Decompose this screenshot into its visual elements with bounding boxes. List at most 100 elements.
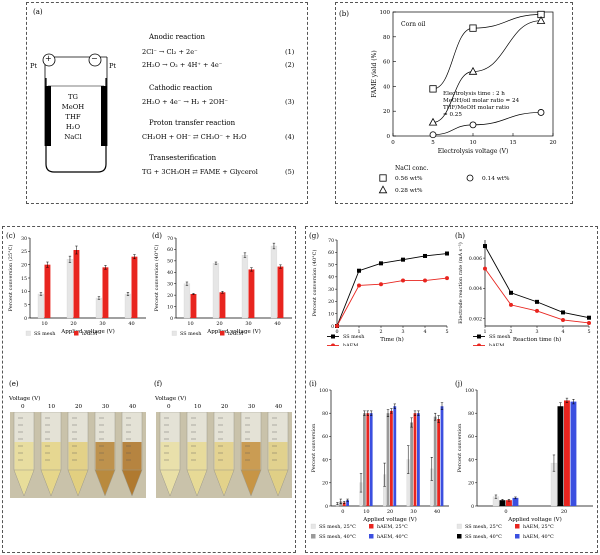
y-tick-label: 40: [328, 275, 334, 281]
photo-voltage-value: 40: [275, 404, 283, 410]
y-tick-label: 0: [325, 504, 328, 510]
data-point: [428, 117, 438, 126]
y-tick-label: 80: [383, 35, 390, 41]
y-tick-label: 20: [468, 481, 474, 487]
chart-d-conversion-40c: (d) 0 10 20 30 40 50 60 70 10 20 30 40 Applied voltag…: [152, 232, 292, 337]
data-point: [509, 290, 513, 295]
data-point: [335, 324, 339, 328]
chart-b-fame-yield: (b) 0 5 10 15 20 0 20 40 60 80 100 Electrolysis volt…: [339, 10, 557, 194]
data-point: [445, 276, 449, 281]
photo-voltage-value: 0: [167, 404, 171, 410]
photo-voltage-value: 10: [48, 404, 56, 410]
bar: [499, 500, 506, 506]
legend-swatch: [171, 330, 177, 336]
x-tick-label: 30: [99, 321, 105, 327]
tube-liquid: [187, 442, 207, 470]
electrolysis-cell-diagram: [42, 53, 108, 173]
tube-liquid: [68, 442, 88, 470]
data-point: [483, 244, 487, 249]
bar: [248, 269, 255, 318]
legend-label: SS mesh: [343, 334, 365, 340]
legend-swatch: [369, 524, 374, 529]
data-point: [429, 131, 437, 139]
frame-panel-a: [26, 2, 308, 204]
y-tick-label: 50: [167, 259, 173, 265]
solution-h2o: H₂O: [65, 123, 81, 131]
bar: [190, 294, 197, 318]
equation-5: TG + 3CH₃OH ⇄ FAME + Glycerol: [142, 168, 258, 176]
frame-panels-c-f: [2, 226, 296, 553]
solution-meoh: MeOH: [61, 103, 85, 111]
data-point: [537, 109, 545, 116]
legend-label: hAEM, 25°C: [523, 524, 554, 530]
legend-label: 0.28 wt%: [395, 188, 423, 194]
bar: [363, 413, 366, 506]
condition-line: THF/MeOH molar ratio: [443, 105, 510, 111]
tube-liquid: [14, 442, 34, 470]
x-tick-label: 40: [434, 509, 440, 515]
bar: [386, 413, 390, 506]
tube-tip: [267, 469, 289, 497]
x-tick-label: 40: [128, 321, 134, 327]
y-tick-label: 60: [383, 60, 390, 66]
y-tick-label: 30: [21, 236, 27, 242]
bar: [37, 293, 45, 319]
bar: [183, 283, 191, 319]
y-tick-label: 40: [468, 457, 474, 463]
legend-label: hAEM: [489, 343, 504, 346]
x-tick-label: 3: [535, 329, 538, 335]
y-tick-label: 40: [322, 457, 328, 463]
legend-swatch: [74, 331, 79, 336]
x-tick-label: 20: [550, 140, 557, 146]
x-axis-label: Applied voltage (V): [60, 328, 115, 335]
cathode-sign: −: [91, 54, 98, 63]
data-point: [535, 299, 539, 304]
legend-label: SS mesh, 40°C: [319, 534, 356, 540]
tube-liquid: [214, 442, 234, 470]
x-tick-label: 20: [561, 509, 567, 515]
legend-label: SS mesh: [34, 331, 56, 337]
photo-voltage-value: 20: [75, 404, 83, 410]
tube-tip: [213, 469, 235, 497]
bar: [44, 264, 51, 318]
x-tick-label: 4: [423, 329, 426, 335]
data-point: [561, 317, 565, 322]
photo-e-sample-tubes: [10, 412, 146, 498]
data-point: [535, 308, 539, 313]
bar: [95, 297, 103, 319]
bar: [413, 413, 417, 506]
bar: [366, 413, 370, 506]
legend-marker: [477, 343, 481, 346]
data-point: [469, 24, 477, 32]
frame-panels-g-j: [305, 226, 598, 553]
y-tick-label: 60: [167, 247, 173, 253]
legend-label: hAEM, 40°C: [377, 534, 408, 540]
y-tick-label: 20: [21, 262, 27, 268]
equation-2-number: (2): [285, 61, 295, 69]
tube-liquid: [122, 442, 142, 470]
legend-marker: [477, 334, 481, 339]
tube-tip: [240, 469, 262, 497]
x-tick-label: 30: [410, 509, 416, 515]
x-tick-label: 5: [431, 140, 435, 146]
series-line: [484, 245, 590, 319]
tube-tip: [159, 469, 181, 497]
y-tick-label: 0.004: [469, 286, 482, 292]
y-tick-label: 20: [322, 481, 328, 487]
bar: [277, 266, 284, 318]
data-point: [379, 261, 383, 266]
photo-voltage-value: 40: [129, 404, 137, 410]
data-point: [429, 85, 437, 93]
equation-4-number: (4): [285, 133, 295, 141]
transesterification-title: Transesterification: [149, 154, 217, 162]
bar: [433, 416, 437, 506]
data-point: [587, 315, 591, 320]
x-tick-label: 10: [470, 140, 477, 146]
x-tick-label: 1: [483, 329, 486, 335]
x-tick-label: 10: [41, 321, 47, 327]
photo-voltage-value: 10: [194, 404, 202, 410]
y-tick-label: 0: [471, 504, 474, 510]
x-tick-label: 1: [357, 329, 360, 335]
equation-1-number: (1): [285, 48, 295, 56]
